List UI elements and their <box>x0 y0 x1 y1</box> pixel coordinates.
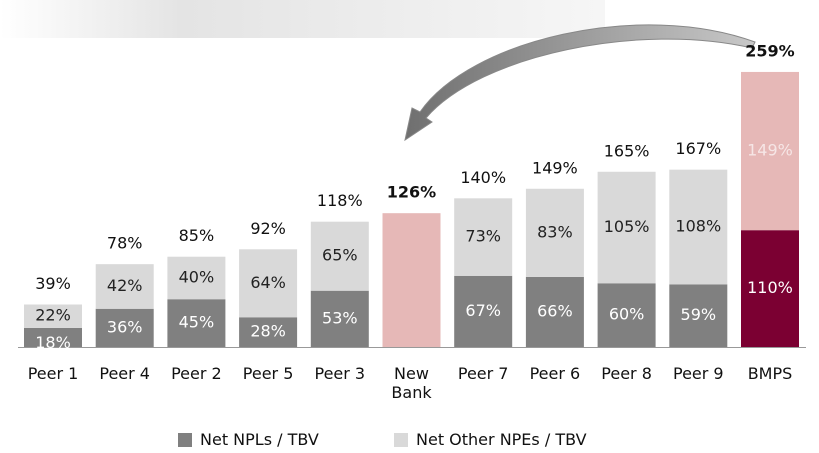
bar-segment <box>525 188 584 277</box>
x-tick-label: Peer 2 <box>171 364 222 383</box>
x-tick-label: Peer 7 <box>457 364 509 383</box>
value-label: 40% <box>179 267 215 286</box>
total-label: 165% <box>604 141 650 160</box>
x-tick-label: Peer 5 <box>242 364 294 383</box>
total-label: 92% <box>250 219 286 238</box>
x-tick-label: Peer 8 <box>601 364 652 383</box>
value-label: 105% <box>604 217 650 236</box>
value-label: 53% <box>322 308 358 327</box>
value-label: 66% <box>537 301 573 320</box>
total-label: 118% <box>317 191 363 210</box>
value-label: 60% <box>609 305 645 324</box>
value-label: 36% <box>107 317 143 336</box>
legend-label: Net NPLs / TBV <box>200 430 319 449</box>
total-label: 126% <box>387 183 436 202</box>
bar-segment <box>95 308 154 347</box>
total-label: 259% <box>745 41 794 60</box>
total-label: 78% <box>107 234 143 253</box>
value-label: 73% <box>465 227 501 246</box>
total-label: 140% <box>460 168 506 187</box>
bar-segment <box>669 169 728 285</box>
value-label: 110% <box>747 278 793 297</box>
value-label: 64% <box>250 273 286 292</box>
value-label: 22% <box>35 306 71 325</box>
bar-segment <box>741 71 799 231</box>
bar-segment <box>310 290 369 347</box>
x-tick-label: Peer 6 <box>529 364 581 383</box>
x-tick-label: Peer 1 <box>27 364 79 383</box>
total-label: 149% <box>532 158 578 177</box>
legend-label: Net Other NPEs / TBV <box>416 430 587 449</box>
value-label: 67% <box>465 301 501 320</box>
bar-segment <box>239 249 298 318</box>
bar <box>382 213 441 347</box>
legend-swatch <box>394 433 408 447</box>
value-label: 59% <box>681 305 717 324</box>
total-label: 167% <box>675 139 721 158</box>
bar-segment <box>167 256 226 300</box>
x-tick-label: Peer 4 <box>99 364 150 383</box>
value-label: 83% <box>537 222 573 241</box>
value-label: 42% <box>107 276 143 295</box>
value-label: 149% <box>747 141 793 160</box>
bar-segment <box>95 264 154 309</box>
value-label: 28% <box>250 322 286 341</box>
bar-segment <box>24 304 82 328</box>
header-band <box>0 0 605 38</box>
total-label: 39% <box>35 274 71 293</box>
bar-segment <box>741 230 799 347</box>
bar-segment <box>454 275 513 347</box>
arrow <box>404 24 756 142</box>
bar-segment <box>454 198 513 276</box>
x-tick-label: New Bank <box>391 364 432 402</box>
bar-segment <box>669 284 728 347</box>
legend-swatch <box>178 433 192 447</box>
x-tick-label: Peer 3 <box>314 364 366 383</box>
bar-segment <box>24 327 82 347</box>
bar-segment <box>525 276 584 347</box>
bar-segment <box>239 317 298 347</box>
bar-segment <box>597 283 656 347</box>
bar-segment <box>167 299 226 347</box>
bar-segment <box>597 171 656 284</box>
value-label: 65% <box>322 246 358 265</box>
total-label: 85% <box>179 226 215 245</box>
value-label: 108% <box>675 216 721 235</box>
x-tick-label: BMPS <box>747 364 793 383</box>
value-label: 45% <box>179 313 215 332</box>
bar-segment <box>310 221 369 291</box>
x-tick-label: Peer 9 <box>672 364 724 383</box>
value-label: 18% <box>35 333 71 352</box>
